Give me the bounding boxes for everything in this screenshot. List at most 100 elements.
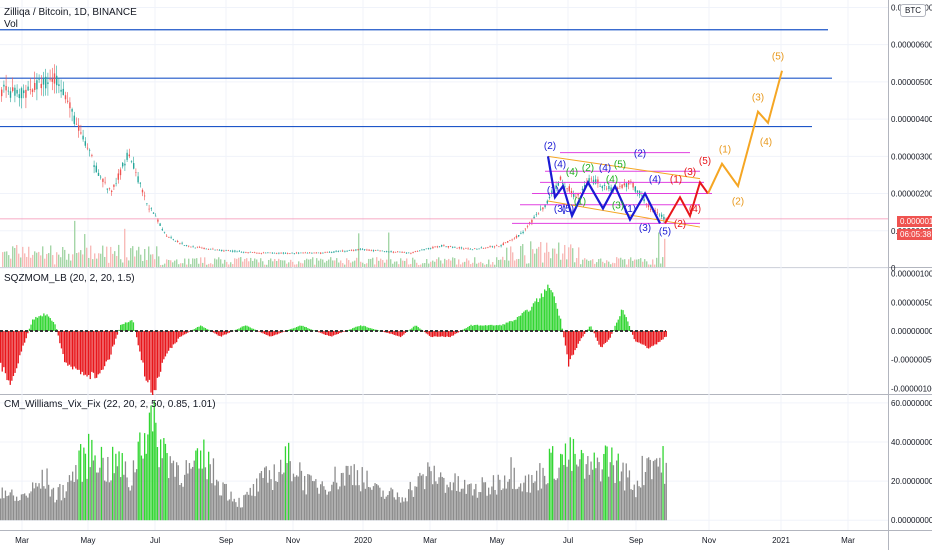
price-axis[interactable]: 0.000007000.000006000.000005000.00000400…: [891, 3, 932, 525]
momentum-bar: [321, 331, 323, 334]
vix-bar: [104, 480, 106, 521]
vix-bar: [222, 482, 224, 521]
candle-body: [306, 252, 309, 254]
volume-bar: [606, 260, 608, 267]
candle-body: [410, 252, 412, 254]
candle-body: [412, 252, 414, 254]
volume-bar: [336, 258, 338, 267]
volume-bar: [396, 261, 398, 267]
momentum-bar: [600, 331, 602, 347]
vix-bar: [204, 467, 207, 521]
vix-bar: [481, 477, 483, 521]
volume-bar: [526, 263, 528, 267]
vix-bar: [516, 488, 519, 521]
momentum-bar: [40, 315, 42, 331]
volume-bar: [466, 258, 468, 267]
candle-body: [511, 239, 513, 241]
volume-bar: [354, 260, 356, 267]
vix-bar: [467, 484, 469, 521]
volume-bar: [138, 246, 140, 267]
momentum-bar: [606, 331, 608, 342]
candle-body: [80, 132, 82, 134]
candle-body: [203, 247, 205, 249]
vix-bar: [449, 482, 451, 521]
volume-bar: [118, 244, 120, 267]
vix-bar: [608, 476, 610, 521]
vix-bar: [72, 471, 74, 521]
volume-bar: [212, 264, 214, 267]
volume-bar: [250, 257, 252, 267]
orange-wave-label: (4): [760, 137, 772, 148]
vix-bar: [364, 488, 367, 521]
vix-bar: [107, 456, 109, 521]
volume-bar: [622, 259, 624, 267]
candle-body: [212, 248, 214, 250]
volume-bar: [216, 259, 218, 267]
momentum-bar: [291, 328, 293, 331]
vix-bar: [169, 456, 171, 521]
momentum-bar: [388, 331, 391, 334]
momentum-bar: [512, 321, 514, 331]
price-pane[interactable]: (2)(4)(1)(3)(5)(4)(2)(4)(1)(3) (5)(2)(4)(…: [0, 29, 888, 267]
momentum-bar: [363, 325, 365, 331]
vix-bar: [601, 469, 603, 521]
volume-bar: [558, 242, 560, 267]
vix-bar: [640, 487, 642, 521]
vix-fix-pane[interactable]: [0, 400, 667, 521]
vix-bar: [142, 458, 144, 521]
momentum-bar: [488, 325, 490, 331]
volume-bar: [72, 254, 74, 267]
volume-bar: [234, 258, 236, 267]
currency-button[interactable]: BTC: [900, 4, 926, 17]
candle-body: [71, 109, 73, 112]
blue-wave-label: (5): [659, 227, 671, 238]
volume-bar: [106, 246, 108, 267]
volume-bar: [322, 259, 324, 267]
volume-bar: [330, 257, 332, 267]
time-tick-label: Sep: [219, 536, 234, 545]
candle-body: [14, 87, 16, 96]
candle-body: [97, 172, 100, 176]
candle-body: [89, 149, 91, 151]
momentum-bar: [337, 331, 339, 334]
volume-bar: [174, 260, 176, 267]
time-axis[interactable]: Mar May Jul Sep Nov 2020 Mar May Jul Sep Nov 2021 Ma…: [15, 536, 855, 545]
blue-wave-label: (1): [624, 204, 636, 215]
vix-bar: [288, 442, 290, 521]
momentum-bar: [102, 331, 104, 370]
momentum-bar: [353, 327, 355, 331]
momentum-bar: [99, 331, 101, 374]
vix-bar: [480, 492, 482, 521]
candle-body: [3, 84, 5, 87]
momentum-bar: [432, 331, 434, 338]
volume-bar: [608, 261, 610, 267]
vix-bar: [129, 490, 131, 521]
volume-bar: [500, 259, 502, 267]
vix-bar: [272, 490, 274, 521]
vix-bar: [86, 478, 88, 521]
vix-bar: [649, 459, 651, 521]
candle-body: [104, 181, 106, 183]
momentum-bar: [489, 324, 491, 331]
vix-bar: [427, 462, 429, 521]
volume-bar: [476, 263, 478, 267]
candle-body: [548, 196, 551, 199]
vix-bar: [486, 495, 488, 521]
volume-bar: [220, 259, 222, 267]
vix-bar: [387, 494, 389, 521]
sqz-tick-label: 0.00000100: [891, 270, 932, 279]
candle-body: [53, 73, 56, 84]
squeeze-momentum-pane[interactable]: [0, 284, 667, 395]
candle-body: [663, 216, 665, 220]
volume-bar: [102, 245, 104, 267]
vix-bar: [521, 491, 523, 521]
vix-bar: [259, 473, 261, 521]
momentum-bar: [481, 325, 483, 331]
candle-body: [581, 188, 584, 191]
momentum-bar: [139, 331, 141, 352]
candle-body: [584, 185, 586, 188]
momentum-bar: [417, 327, 419, 331]
vix-bar: [360, 491, 362, 521]
volume-bar: [40, 255, 42, 267]
volume-bar: [342, 263, 344, 267]
